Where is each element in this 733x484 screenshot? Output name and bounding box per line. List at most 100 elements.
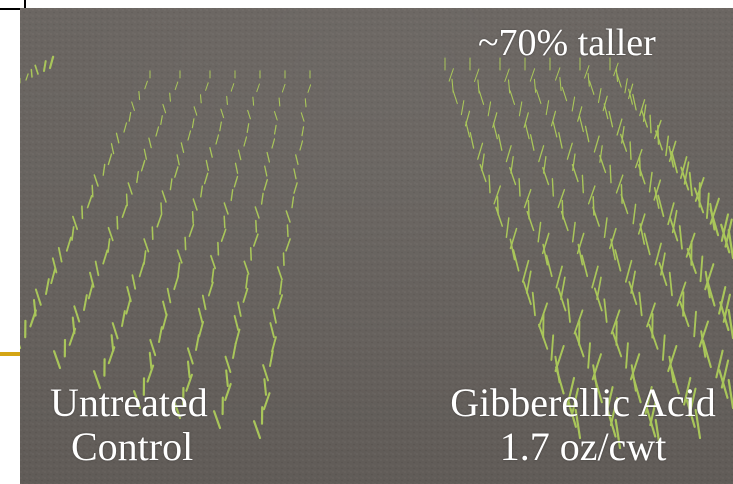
treated-seedling [727,308,733,340]
treated-seedling [648,323,659,350]
untreated-seedling [187,130,192,141]
treated-seedling [550,110,557,127]
treated-seedling [640,109,648,128]
untreated-seedling [158,326,163,343]
untreated-seedling [210,254,217,270]
dose-label: 1.7 oz/cwt [499,424,667,469]
treated-seedling [509,166,517,186]
untreated-seedling [223,215,226,229]
untreated-seedling [155,126,160,137]
treated-seedling [524,123,530,140]
treated-seedling [609,164,612,184]
field-photo-drawing [20,8,733,484]
treated-seedling [571,163,579,183]
control-label: Control [71,424,194,469]
untreated-seedling [232,342,237,359]
untreated-seedling [198,320,205,338]
untreated-seedling [203,172,209,185]
treated-seedling [637,164,646,185]
treated-seedling [570,387,580,417]
untreated-seedling [173,400,182,420]
untreated-seedling [226,95,228,105]
untreated-seedling [143,238,150,253]
treated-seedling [693,187,705,214]
treated-seedling [526,210,535,232]
treated-seedling [639,99,646,117]
untreated-seedling [94,260,100,277]
treated-seedling [518,101,523,117]
treated-seedling [523,188,532,209]
treated-seedling [680,166,690,191]
untreated-seedling [146,364,155,383]
untreated-seedling [86,195,93,209]
treated-seedling [481,153,485,172]
untreated-seedling [233,175,239,188]
treated-seedling [670,366,680,395]
untreated-seedling [262,364,269,382]
treated-seedling [493,185,501,205]
treated-seedling [474,68,480,82]
untreated-seedling [176,249,183,264]
treated-seedling [505,217,510,239]
untreated-seedling [176,154,180,166]
untreated-seedling [243,260,250,275]
untreated-seedling [249,247,252,261]
untreated-seedling [272,308,277,324]
untreated-seedling [143,148,148,160]
treated-seedling [634,148,643,169]
treated-seedling [616,118,623,136]
treated-seedling-rows [444,57,733,450]
untreated-seedling [245,274,249,289]
gibberellic-acid-label: Gibberellic Acid [450,380,716,425]
treated-seedling [452,89,458,105]
untreated-seedling [43,60,47,72]
untreated-seedling [253,233,259,247]
untreated-seedling [111,322,119,340]
treated-seedling [593,287,603,312]
untreated-seedling [65,236,72,252]
untreated-seedling [121,204,128,218]
treated-seedling [557,287,567,312]
untreated-seedling [234,328,241,345]
treated-seedling [578,115,584,133]
untreated-seedling [207,281,214,297]
untreated-seedling [293,168,297,180]
treated-seedling [478,90,485,105]
untreated-seedling [253,420,262,440]
untreated-seedling [25,73,29,81]
treated-seedling [533,78,537,93]
treated-seedling [643,232,651,256]
treated-seedling [505,145,512,163]
field-photo [20,8,733,484]
treated-seedling [709,208,720,237]
untreated-seedling [148,351,153,370]
treated-seedling [645,407,657,438]
treated-seedling [686,247,697,274]
untreated-seedling [220,228,227,242]
untreated-seedling [143,250,147,265]
untreated-seedling [81,205,84,220]
treated-seedling [679,156,688,180]
untreated-control-caption: Untreated Control [50,381,208,469]
treated-seedling [704,263,715,291]
untreated-seedling [215,134,220,145]
treated-seedling [487,101,492,117]
untreated-seedling [291,196,295,209]
treated-seedling [603,298,608,323]
untreated-seedling [91,184,94,198]
treated-seedling [628,88,634,105]
untreated-seedling [131,274,137,290]
treated-seedling [577,106,583,122]
untreated-seedling [107,346,116,365]
treated-seedling [610,309,621,335]
treated-seedling [720,223,731,254]
treated-seedling [685,398,696,428]
untreated-seedling [57,246,63,263]
treated-seedling [529,68,536,82]
untreated-seedling [174,166,179,178]
untreated-seedling [51,257,58,274]
untreated-seedling [192,198,198,211]
untreated-seedling [247,109,251,120]
treated-seedling [624,78,628,94]
untreated-seedling [263,378,268,396]
